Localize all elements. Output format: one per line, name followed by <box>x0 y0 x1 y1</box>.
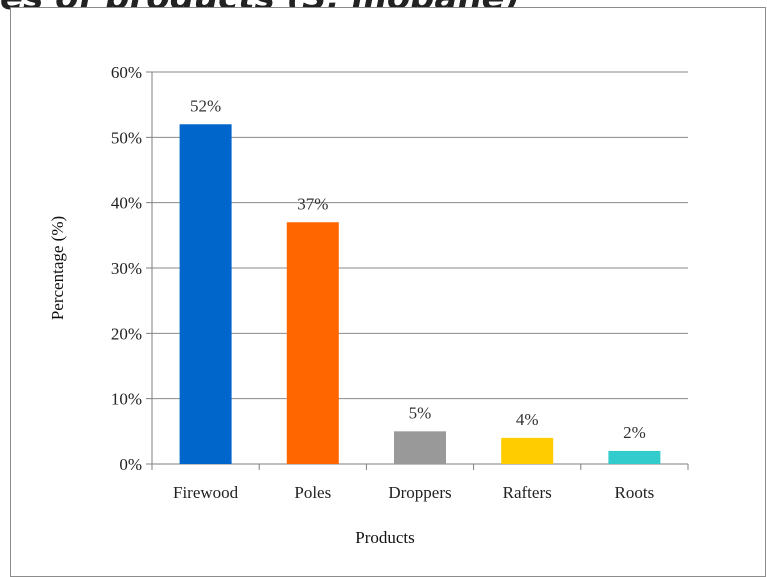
y-tick-labels: 0% 10% 20% 30% 40% 50% 60% <box>111 63 142 474</box>
data-labels: 52% 37% 5% 4% 2% <box>181 95 659 443</box>
x-tick-label: Rafters <box>503 483 552 502</box>
x-tick-labels: Firewood Poles Droppers Rafters Roots <box>173 483 654 502</box>
x-tick-label: Roots <box>615 483 655 502</box>
data-label: 5% <box>409 403 432 422</box>
x-tick-label: Poles <box>294 483 331 502</box>
y-axis-title: Percentage (%) <box>48 216 67 320</box>
x-tick-label: Droppers <box>388 483 451 502</box>
data-label: 52% <box>190 96 221 115</box>
data-label-background <box>503 408 552 430</box>
y-tick-label: 30% <box>111 259 142 278</box>
grid-lines <box>146 71 689 470</box>
bar-roots <box>608 450 661 464</box>
data-label: 4% <box>516 410 539 429</box>
y-tick-label: 60% <box>111 63 142 82</box>
bar-droppers <box>394 431 446 464</box>
data-label-background <box>610 421 659 443</box>
y-tick-label: 0% <box>119 455 142 474</box>
data-label: 2% <box>623 423 646 442</box>
y-tick-label: 20% <box>111 324 142 343</box>
y-tick-label: 50% <box>111 128 142 147</box>
chart-frame <box>10 7 766 577</box>
x-axis-title: Products <box>355 528 415 547</box>
data-label: 37% <box>297 194 328 213</box>
y-tick-label: 10% <box>111 390 142 409</box>
bar-firewood <box>179 124 232 465</box>
y-tick-label: 40% <box>111 194 142 213</box>
data-label-background <box>181 95 230 117</box>
x-tick-label: Firewood <box>173 483 239 502</box>
bar-poles <box>286 222 339 464</box>
data-label-background <box>396 402 444 424</box>
bars <box>179 124 661 465</box>
bar-rafters <box>501 437 554 464</box>
